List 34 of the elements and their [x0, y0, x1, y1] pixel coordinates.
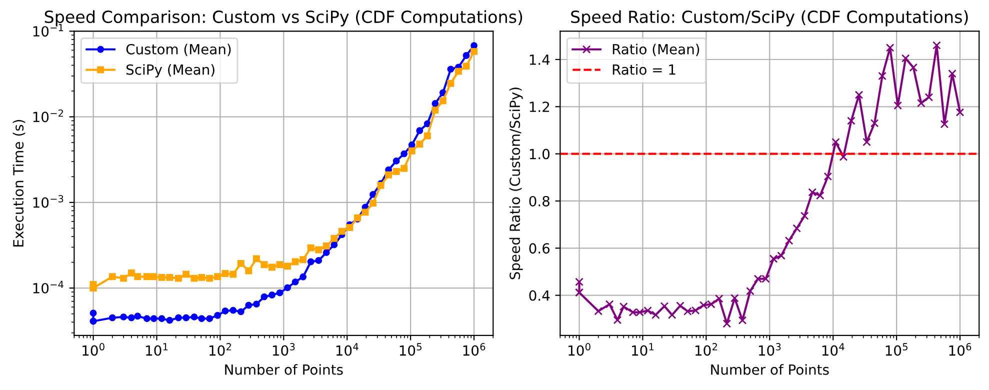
y-tick-label: 1.2	[530, 102, 550, 112]
y-tick-label: 0.8	[529, 196, 550, 206]
y-tick-label: 10$^{−1}$	[33, 24, 64, 37]
y-tick-label: 10$^{−4}$	[33, 280, 64, 294]
y-tick-label: 1.0	[530, 148, 550, 160]
chart-title: Speed Ratio: Custom/SciPy (CDF Computations)	[571, 10, 968, 26]
y-tick-label: 1.4	[530, 54, 550, 65]
x-tick-label: 10$^{4}$	[822, 343, 844, 356]
x-tick-label: 10$^{0}$	[568, 343, 590, 356]
x-tick-label: 10$^{1}$	[632, 343, 654, 356]
legend-label: Ratio = 1	[612, 64, 676, 75]
x-tick-label: 10$^{3}$	[272, 343, 295, 356]
x-tick-label: 10$^{6}$	[463, 343, 486, 356]
x-tick-label: 10$^{2}$	[209, 343, 231, 356]
y-tick-label: 0.6	[529, 243, 550, 254]
x-tick-label: 10$^{6}$	[949, 343, 972, 356]
x-tick-label: 10$^{5}$	[886, 343, 908, 356]
x-tick-label: 10$^{3}$	[758, 343, 781, 356]
x-tick-label: 10$^{2}$	[695, 343, 717, 356]
x-tick-label: 10$^{4}$	[336, 343, 358, 356]
x-axis-title: Number of Points	[711, 364, 829, 375]
x-tick-label: 10$^{0}$	[82, 343, 104, 356]
y-tick-label: 0.4	[529, 290, 550, 301]
chart-title: Speed Comparison: Custom vs SciPy (CDF Computations)	[44, 10, 522, 26]
x-tick-label: 10$^{1}$	[146, 343, 168, 356]
y-axis-title: Speed Ratio (Custom/SciPy)	[509, 88, 523, 280]
y-tick-label: 10$^{−3}$	[33, 195, 64, 208]
y-tick-label: 10$^{−2}$	[33, 109, 63, 122]
x-axis-title: Number of Points	[225, 364, 343, 375]
x-tick-label: 10$^{5}$	[400, 343, 422, 356]
y-axis-title: Execution Time (s)	[12, 120, 26, 246]
legend-label: Custom (Mean)	[126, 44, 231, 56]
legend-label: SciPy (Mean)	[126, 64, 214, 78]
legend-label: Ratio (Mean)	[612, 44, 700, 56]
